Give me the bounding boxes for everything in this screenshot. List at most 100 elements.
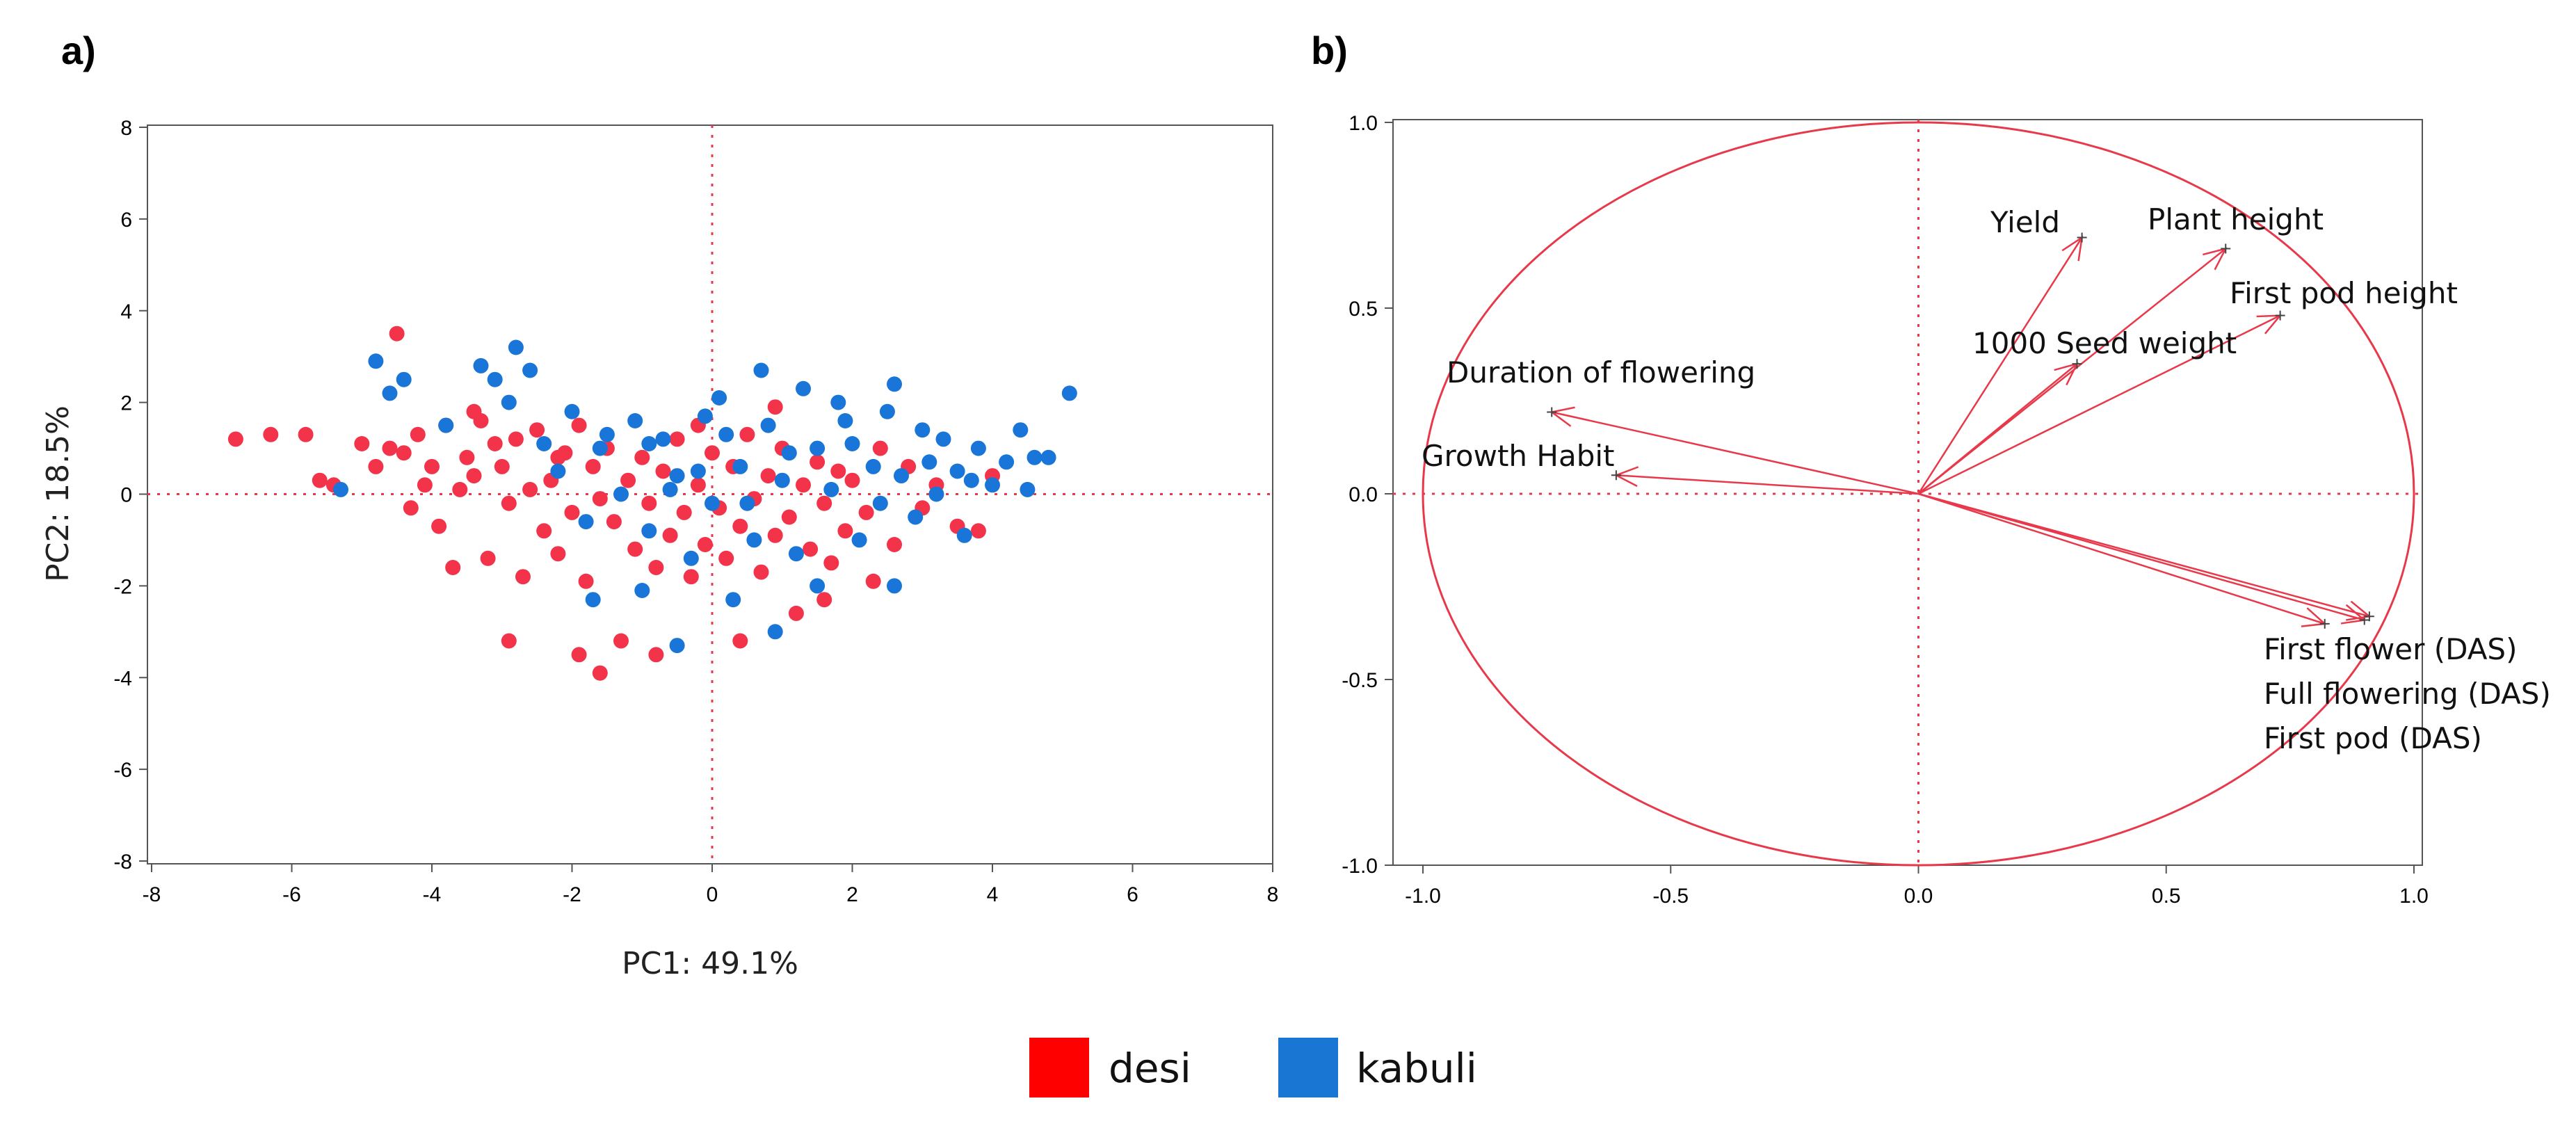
point-kabuli — [669, 468, 685, 484]
x-tick-label-b: 0.0 — [1904, 885, 1933, 908]
point-kabuli — [963, 472, 979, 488]
point-desi — [592, 665, 608, 681]
point-kabuli — [851, 532, 867, 548]
point-kabuli — [830, 394, 846, 410]
point-kabuli — [368, 353, 384, 369]
point-desi — [676, 504, 692, 520]
point-desi — [459, 449, 475, 465]
loading-arrow — [1917, 236, 2083, 494]
point-kabuli — [438, 417, 454, 433]
legend-label-kabuli: kabuli — [1356, 1045, 1477, 1092]
point-kabuli — [1020, 481, 1036, 497]
point-desi — [705, 445, 720, 461]
point-desi — [445, 560, 461, 575]
loading-label: Duration of flowering — [1447, 355, 1755, 389]
point-kabuli — [837, 413, 853, 428]
axis-ticks-a: -8 -6 -4 -2 0 2 4 6 8 -8 -6 -4 -2 0 2 4 6 8 — [113, 117, 1278, 906]
correlation-circle — [1422, 121, 2415, 867]
point-desi — [424, 458, 440, 474]
point-kabuli — [501, 394, 517, 410]
y-tick-label-b: 0.5 — [1349, 298, 1378, 321]
x-tick-label-a: -8 — [143, 883, 161, 906]
point-kabuli — [915, 422, 931, 438]
loading-endpoint-marker — [1547, 407, 1557, 417]
loading-label: Yield — [1990, 205, 2060, 239]
point-kabuli — [599, 426, 615, 442]
point-desi — [487, 436, 503, 451]
x-tick-label-a: 0 — [707, 883, 718, 906]
point-desi — [796, 477, 811, 493]
point-kabuli — [746, 532, 762, 548]
point-desi — [410, 426, 426, 442]
pca-loading-plot: b) -1.0 -0.5 0.0 0.5 1.0 -1.0 -0.5 0.0 0.5 1.0 Yi… — [1311, 29, 2551, 908]
point-desi — [550, 546, 566, 562]
point-kabuli — [781, 445, 797, 461]
x-tick-label-a: 2 — [846, 883, 858, 906]
point-kabuli — [760, 417, 776, 433]
point-kabuli — [634, 583, 650, 598]
point-desi — [732, 518, 748, 534]
loading-endpoint-marker — [2221, 243, 2231, 254]
loading-arrow — [1551, 411, 1919, 495]
point-kabuli — [908, 509, 924, 525]
point-kabuli — [753, 362, 769, 378]
point-kabuli — [627, 413, 643, 428]
point-kabuli — [796, 380, 811, 396]
loading-arrow — [1918, 492, 2326, 625]
point-kabuli — [683, 550, 699, 566]
x-axis-label-a: PC1: 49.1% — [622, 946, 798, 981]
point-desi — [578, 573, 594, 589]
point-kabuli — [564, 403, 580, 419]
legend: desi kabuli — [1029, 1038, 1477, 1097]
point-kabuli — [1040, 449, 1056, 465]
point-kabuli — [508, 339, 524, 355]
point-desi — [844, 472, 860, 488]
point-desi — [494, 458, 510, 474]
loading-endpoint-marker — [2275, 310, 2285, 321]
point-desi — [501, 633, 517, 649]
point-kabuli — [333, 481, 348, 497]
point-kabuli — [718, 426, 734, 442]
point-desi — [298, 426, 314, 442]
point-desi — [480, 550, 496, 566]
y-tick-label-b: -0.5 — [1342, 669, 1378, 692]
point-kabuli — [697, 408, 713, 424]
point-kabuli — [705, 495, 720, 511]
x-tick-label-a: 4 — [987, 883, 999, 906]
point-desi — [227, 431, 243, 447]
point-kabuli — [810, 440, 826, 456]
point-kabuli — [662, 481, 678, 497]
point-desi — [669, 431, 685, 447]
legend-swatch-desi — [1029, 1038, 1089, 1097]
loading-endpoint-marker — [2077, 232, 2087, 243]
point-desi — [522, 481, 538, 497]
point-desi — [655, 463, 671, 479]
point-desi — [641, 495, 657, 511]
point-desi — [858, 504, 874, 520]
x-tick-label-a: -2 — [563, 883, 581, 906]
point-desi — [837, 523, 853, 539]
point-kabuli — [578, 514, 594, 530]
point-kabuli — [655, 431, 671, 447]
point-desi — [501, 495, 517, 511]
point-desi — [970, 523, 986, 539]
x-tick-label-b: 0.5 — [2152, 885, 2181, 908]
point-desi — [767, 527, 783, 543]
point-desi — [739, 426, 755, 442]
loading-label: Plant height — [2148, 202, 2324, 236]
point-kabuli — [879, 403, 895, 419]
point-desi — [396, 445, 412, 461]
point-desi — [872, 440, 888, 456]
y-tick-label-b: 0.0 — [1349, 483, 1378, 506]
panel-label-b: b) — [1311, 29, 1348, 72]
point-desi — [606, 514, 622, 530]
point-desi — [648, 647, 664, 663]
point-kabuli — [536, 436, 552, 451]
point-desi — [592, 491, 608, 507]
point-desi — [536, 523, 552, 539]
point-desi — [431, 518, 447, 534]
x-tick-label-a: 6 — [1127, 883, 1138, 906]
point-kabuli — [956, 527, 972, 543]
point-desi — [718, 550, 734, 566]
point-kabuli — [732, 458, 748, 474]
